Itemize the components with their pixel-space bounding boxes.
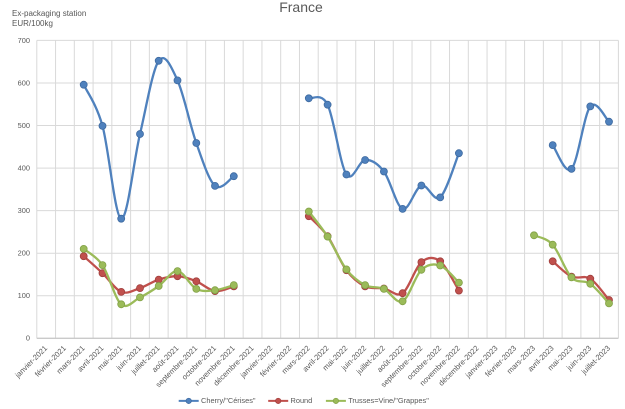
svg-text:0: 0 <box>26 334 30 343</box>
svg-text:100: 100 <box>18 291 30 300</box>
svg-text:Trusses=Vine/"Grappes": Trusses=Vine/"Grappes" <box>348 396 429 405</box>
svg-text:500: 500 <box>18 121 30 130</box>
svg-text:200: 200 <box>18 249 30 258</box>
svg-text:300: 300 <box>18 206 30 215</box>
svg-text:600: 600 <box>18 78 30 87</box>
svg-text:Cherry/"Cérises": Cherry/"Cérises" <box>201 396 256 405</box>
svg-text:700: 700 <box>18 36 30 45</box>
svg-text:400: 400 <box>18 164 30 173</box>
svg-text:Round: Round <box>291 396 313 405</box>
